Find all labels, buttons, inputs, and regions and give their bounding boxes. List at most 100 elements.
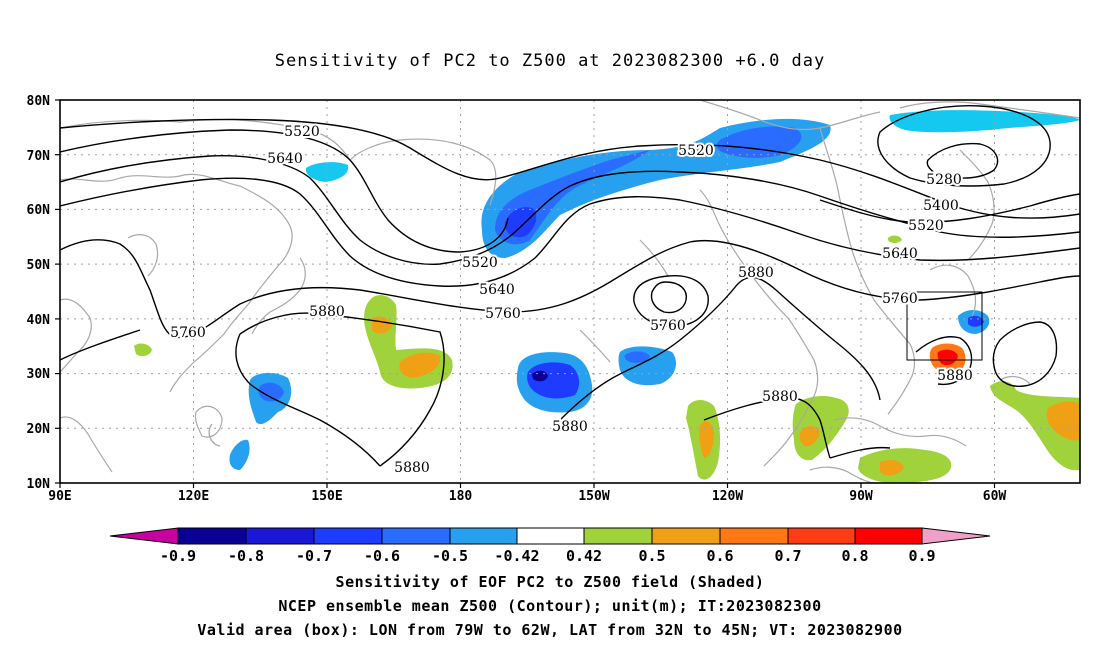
contour-label: 5520: [284, 124, 320, 140]
neg-region-philippine: [229, 439, 250, 470]
colorbar-label: 0.8: [841, 547, 868, 565]
lon-label: 120W: [712, 489, 743, 504]
contour-label: 5520: [908, 218, 944, 234]
contour-5760-inner: [650, 281, 687, 314]
contour-5880-west: [60, 312, 445, 467]
lat-label: 50N: [27, 258, 51, 273]
colorbar-label: -0.7: [296, 547, 332, 565]
lat-label: 60N: [27, 203, 51, 218]
colorbar-end-high: [921, 527, 991, 545]
neg-region-hawaii-core: [624, 351, 650, 363]
contour-5880-eastcoast: [915, 336, 973, 386]
caption-shaded: Sensitivity of EOF PC2 to Z500 field (Sh…: [335, 573, 765, 591]
caption-contour: NCEP ensemble mean Z500 (Contour); unit(…: [278, 597, 822, 615]
colorbar-label: -0.6: [364, 547, 400, 565]
neg-region-okhotsk: [305, 162, 349, 182]
colorbar-label: 0.5: [638, 547, 665, 565]
caption-valid-area: Valid area (box): LON from 79W to 62W, L…: [197, 621, 903, 639]
sensitivity-shading: [134, 110, 1080, 483]
colorbar-label: -0.42: [494, 547, 539, 565]
colorbar-cell: [177, 527, 247, 545]
contour-label: 5880: [738, 265, 774, 281]
contour-label: 5880: [552, 419, 588, 435]
lat-label: 20N: [27, 422, 51, 437]
pos-region-atlantic-east-core: [1046, 401, 1080, 441]
contour-5640-b: [60, 177, 1080, 287]
pos-region-greenland: [888, 235, 902, 243]
neg-region-hawaii: [618, 346, 676, 386]
contour-5880-east: [559, 276, 891, 459]
contour-label: 5640: [479, 282, 515, 298]
pos-region-mexico-core: [699, 421, 714, 458]
contour-5520-north: [60, 118, 1080, 219]
neg-region-wpac-core: [258, 382, 284, 402]
lon-labels: 90E 120E 150E 180 150W 120W 90W 60W: [48, 489, 1006, 504]
colorbar-label: 0.9: [908, 547, 935, 565]
contour-label: 5880: [394, 460, 430, 476]
lon-label: 180: [449, 489, 473, 504]
neg-region-alaska-core: [716, 126, 802, 158]
lat-labels: 80N 70N 60N 50N 40N 30N 20N 10N: [27, 94, 51, 492]
colorbar-label: 0.6: [706, 547, 733, 565]
colorbar-cell: [583, 527, 653, 545]
lat-label: 40N: [27, 313, 51, 328]
contour-5400: [819, 193, 1080, 223]
colorbar-labels: -0.9 -0.8 -0.7 -0.6 -0.5 -0.42 0.42 0.5 …: [160, 547, 936, 565]
colorbar-cell: [651, 527, 721, 545]
colorbar-label: -0.5: [432, 547, 468, 565]
contour-label: 5640: [267, 151, 303, 167]
colorbar-cell: [381, 527, 451, 545]
colorbar-label: 0.42: [566, 547, 602, 565]
contour-label: 5880: [937, 368, 973, 384]
coastlines: [60, 100, 1080, 483]
colorbar-label: -0.8: [228, 547, 264, 565]
lon-label: 90E: [48, 489, 71, 504]
colorbar-end-low: [109, 527, 179, 545]
colorbar-cell: [449, 527, 518, 545]
pos-region-kurils-core: [399, 352, 441, 378]
contour-label: 5400: [923, 198, 959, 214]
colorbar-label: 0.7: [774, 547, 801, 565]
pos-region-small: [134, 343, 152, 357]
colorbar-label: -0.9: [160, 547, 196, 565]
contour-label: 5880: [762, 389, 798, 405]
pos-region-caribbean: [858, 448, 952, 483]
contour-label: 5760: [485, 306, 521, 322]
contour-label: 5760: [650, 318, 686, 334]
z500-contours: [60, 105, 1080, 467]
lat-label: 10N: [27, 477, 51, 492]
contour-5520-mid: [60, 129, 509, 253]
contour-label: 5280: [926, 172, 962, 188]
pos-region-gulf-core: [799, 426, 820, 447]
contour-label: 5760: [170, 325, 206, 341]
pos-region-caribbean-core: [880, 460, 904, 476]
contour-5760-closed: [633, 275, 709, 327]
pos-region-atlantic-core: [937, 349, 958, 366]
valid-area-box: [906, 291, 983, 361]
lat-label: 30N: [27, 367, 51, 382]
lon-label: 60W: [983, 489, 1007, 504]
contour-label: 5880: [309, 304, 345, 320]
neg-region-npacific-deep: [504, 207, 537, 238]
colorbar-cell: [719, 527, 789, 545]
lon-label: 90W: [849, 489, 873, 504]
contour-label: 5640: [882, 246, 918, 262]
contour-label: 5760: [882, 291, 918, 307]
lon-label: 150E: [311, 489, 342, 504]
contour-labels: 5520 5640 5520 5520 5640 5760 5760 5880 …: [168, 122, 975, 478]
contour-5880-atlantic: [992, 321, 1058, 387]
colorbar-cell: [245, 527, 315, 545]
neg-region-arctic: [889, 110, 1080, 133]
contour-5280-inner: [926, 142, 999, 179]
contour-label: 5520: [678, 143, 714, 159]
lat-lon-grid: [60, 100, 1080, 483]
plot-frame: [59, 99, 1081, 484]
colorbar-cell: [787, 527, 856, 545]
contour-5280-closed: [877, 105, 1051, 187]
lon-label: 120E: [178, 489, 209, 504]
axis-ticks: [55, 99, 996, 488]
colorbar: [109, 527, 991, 545]
map-title: Sensitivity of PC2 to Z500 at 2023082300…: [274, 51, 826, 71]
colorbar-cell: [516, 527, 585, 545]
